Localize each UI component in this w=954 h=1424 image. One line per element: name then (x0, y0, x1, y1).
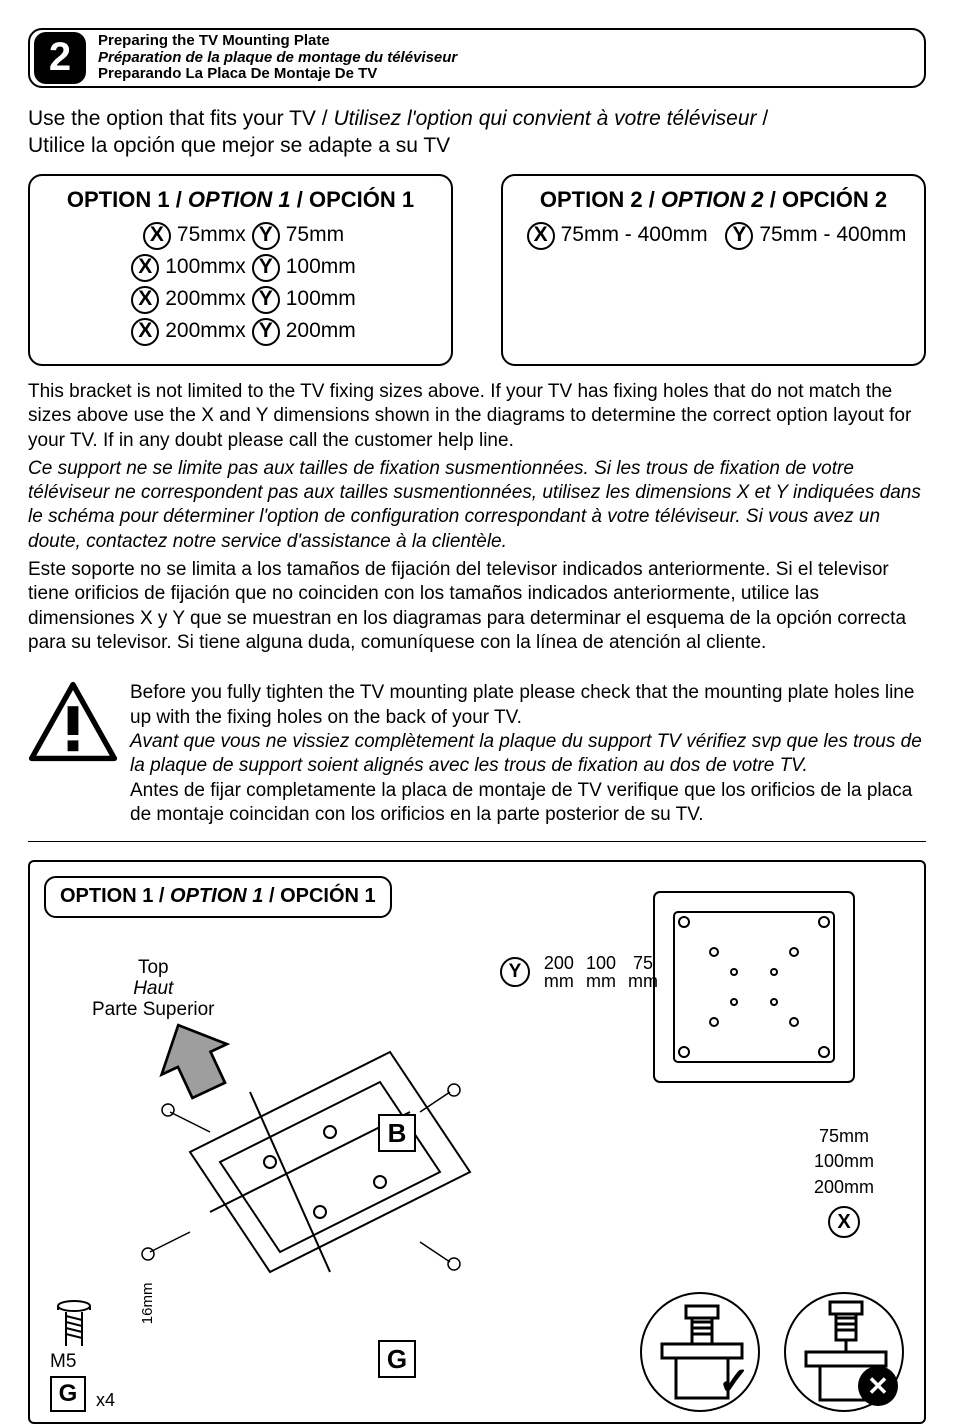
option2-title-en: OPTION 2 (540, 187, 643, 212)
option2-title: OPTION 2 / OPTION 2 / OPCIÓN 2 (513, 186, 914, 214)
y-icon: Y (252, 286, 280, 314)
screw-qty-callout: G x4 (50, 1376, 115, 1412)
y-icon: Y (252, 222, 280, 250)
warning-fr: Avant que vous ne vissiez complètement l… (130, 730, 926, 779)
incorrect-install-icon: ✕ (784, 1292, 904, 1412)
screw-spec: 16mm M5 (50, 1298, 145, 1374)
warning-en: Before you fully tighten the TV mounting… (130, 681, 926, 730)
y-val: 100mm (286, 286, 356, 313)
paragraph-es: Este soporte no se limita a los tamaños … (28, 558, 926, 655)
screw-thread: M5 (50, 1351, 76, 1372)
y-icon: Y (725, 222, 753, 250)
y-dim-75: 75mm (628, 954, 658, 990)
x-val: 200mm (165, 318, 235, 345)
warning-icon (28, 681, 118, 762)
x-axis-icon: X (828, 1206, 860, 1238)
y-dim-100: 100mm (586, 954, 616, 990)
size-row: X75mm x Y75mm (40, 222, 441, 250)
step-title-es: Preparando La Placa De Montaje De TV (98, 66, 457, 83)
x-icon: X (131, 318, 159, 346)
top-en: Top (92, 958, 215, 979)
diagram-option-title: OPTION 1 / OPTION 1 / OPCIÓN 1 (44, 876, 392, 918)
option1-title: OPTION 1 / OPTION 1 / OPCIÓN 1 (40, 186, 441, 214)
screw-qty: x4 (96, 1389, 115, 1412)
option2-title-es: OPCIÓN 2 (782, 187, 887, 212)
diag-opt-fr: OPTION 1 (170, 885, 263, 907)
intro-en: Use the option that fits your TV (28, 107, 316, 130)
option1-box: OPTION 1 / OPTION 1 / OPCIÓN 1 X75mm x Y… (28, 174, 453, 366)
diag-opt-es: OPCIÓN 1 (280, 885, 376, 907)
sep2: / (757, 107, 769, 130)
option2-title-fr: OPTION 2 (661, 187, 764, 212)
intro-text: Use the option that fits your TV / Utili… (28, 106, 926, 160)
y-icon: Y (252, 318, 280, 346)
x-val: 100mm (165, 254, 235, 281)
size-row: X200mm x Y200mm (40, 318, 441, 346)
step-title-en: Preparing the TV Mounting Plate (98, 33, 457, 50)
y-val: 200mm (286, 318, 356, 345)
x-icon: ✕ (858, 1366, 898, 1406)
y-val: 75mm (286, 222, 344, 249)
correct-install-icon: ✓ (640, 1292, 760, 1412)
x-dim-100: 100mm (814, 1149, 874, 1174)
x-icon: X (131, 254, 159, 282)
step-title-fr: Préparation de la plaque de montage du t… (98, 50, 457, 67)
paragraph-fr: Ce support ne se limite pas aux tailles … (28, 457, 926, 554)
callout-letter-g: G (378, 1340, 416, 1378)
x-icon: X (143, 222, 171, 250)
size-row: X200mm x Y100mm (40, 286, 441, 314)
check-icon: ✓ (718, 1358, 750, 1407)
size-row: X75mm - 400mm Y75mm - 400mm (513, 222, 914, 250)
screw-icon (50, 1298, 98, 1350)
intro-fr: Utilisez l'option qui convient à votre t… (333, 107, 756, 130)
mounting-plate-illustration (130, 1012, 490, 1352)
x-range: 75mm - 400mm (561, 222, 708, 249)
intro-es: Utilice la opción que mejor se adapte a … (28, 134, 450, 157)
y-axis-icon: Y (500, 957, 530, 987)
option1-title-es: OPCIÓN 1 (309, 187, 414, 212)
step-number-badge: 2 (34, 32, 86, 84)
option1-title-en: OPTION 1 (67, 187, 170, 212)
y-range: 75mm - 400mm (759, 222, 906, 249)
warning-text: Before you fully tighten the TV mounting… (130, 681, 926, 827)
step-titles: Preparing the TV Mounting Plate Préparat… (98, 33, 457, 83)
screw-length: 16mm (138, 1282, 157, 1324)
options-row: OPTION 1 / OPTION 1 / OPCIÓN 1 X75mm x Y… (28, 174, 926, 366)
check-x-group: ✓ ✕ (640, 1292, 904, 1412)
option1-title-fr: OPTION 1 (188, 187, 291, 212)
step-header: 2 Preparing the TV Mounting Plate Prépar… (28, 28, 926, 88)
warning-es: Antes de fijar completamente la placa de… (130, 779, 926, 828)
y-dimension-group: Y 200mm 100mm 75mm (500, 954, 664, 990)
x-icon: X (131, 286, 159, 314)
diag-opt-en: OPTION 1 (60, 885, 153, 907)
callout-letter-b: B (378, 1114, 416, 1152)
mounting-plate-technical-drawing (644, 882, 864, 1092)
paragraph-en: This bracket is not limited to the TV fi… (28, 380, 926, 453)
x-dim-200: 200mm (814, 1175, 874, 1200)
sep1: / (316, 107, 334, 130)
x-val: 200mm (165, 286, 235, 313)
x-dim-75: 75mm (814, 1124, 874, 1149)
screw-code: G (50, 1376, 86, 1412)
y-icon: Y (252, 254, 280, 282)
x-val: 75mm (177, 222, 235, 249)
y-dim-200: 200mm (544, 954, 574, 990)
warning-block: Before you fully tighten the TV mounting… (28, 667, 926, 842)
x-icon: X (527, 222, 555, 250)
y-val: 100mm (286, 254, 356, 281)
diagram-box: OPTION 1 / OPTION 1 / OPCIÓN 1 Top Haut … (28, 860, 926, 1424)
option2-box: OPTION 2 / OPTION 2 / OPCIÓN 2 X75mm - 4… (501, 174, 926, 366)
size-row: X100mm x Y100mm (40, 254, 441, 282)
x-dimension-group: 75mm 100mm 200mm X (814, 1124, 874, 1238)
top-fr: Haut (92, 979, 215, 1000)
